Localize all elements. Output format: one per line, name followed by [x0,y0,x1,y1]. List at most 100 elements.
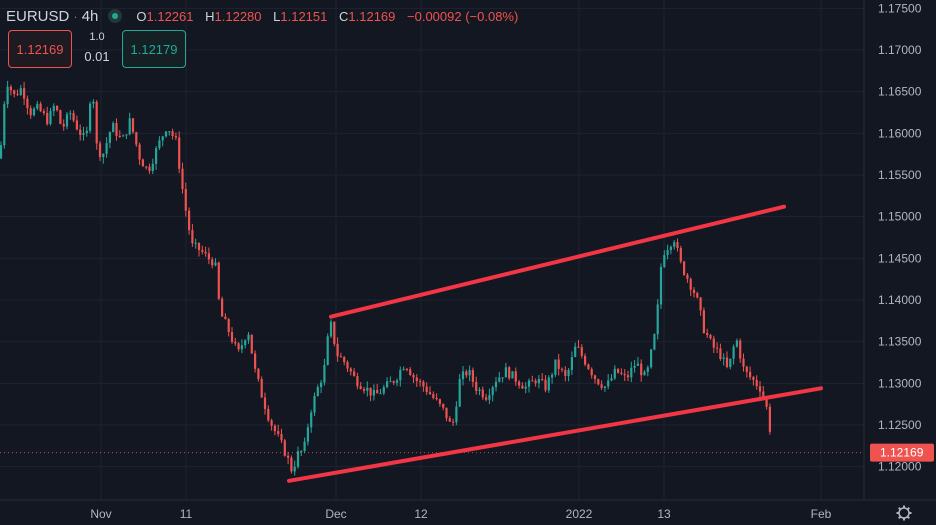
candle-body [765,397,768,407]
candle-body [452,421,455,423]
candle-body [669,246,672,251]
candle-body [72,113,75,121]
candle-body [168,131,171,133]
price-tick-label: 1.14500 [878,251,922,265]
candle-body [336,343,339,357]
trade-panel: 1.12169 1.0 0.01 1.12179 [8,30,186,68]
timeframe-label[interactable]: 4h [81,7,99,25]
candle-body [603,386,606,388]
candle-body [683,261,686,275]
price-tick-label: 1.12500 [878,418,922,432]
candle-body [551,374,554,378]
candle-body [320,382,323,388]
candle-body [0,145,3,159]
candle-body [125,134,128,136]
gear-icon[interactable] [896,505,912,521]
price-tick-label: 1.16500 [878,85,922,99]
candle-body [346,362,349,369]
candle-body [646,367,649,372]
candle-body [755,379,758,387]
order-size: 1.0 0.01 [72,30,122,64]
candle-body [32,108,36,116]
sell-button[interactable]: 1.12169 [8,30,72,68]
candle-body [273,425,276,432]
candle-body [277,431,280,435]
candles [0,80,771,476]
candle-body [435,397,438,400]
candle-body [323,364,326,383]
candle-body [108,132,111,143]
candle-body [13,90,16,95]
candle-body [237,343,240,350]
candle-body [102,153,105,158]
close-key: C [339,8,349,24]
candle-body [428,392,432,395]
candle-body [112,123,115,133]
candle-body [260,378,263,398]
candle-body [204,251,207,254]
candle-body [676,242,679,249]
candle-body [762,391,765,398]
candle-body [386,381,389,388]
candle-body [382,387,385,394]
symbol-name[interactable]: EURUSD [6,7,70,25]
open-key: O [136,8,147,24]
change-value: −0.00092 (−0.08%) [407,8,519,24]
candle-body [607,380,610,387]
candle-body [178,137,181,169]
candle-body [250,334,253,354]
candle-body [270,420,273,426]
candle-body [735,340,738,347]
candle-body [56,105,59,111]
candle-body [521,385,524,389]
candle-body [52,105,55,112]
candle-body [745,366,748,372]
candle-body [369,387,372,396]
legend-separator: · [73,8,78,24]
trendline-upper [329,204,786,319]
high-key: H [205,8,215,24]
open-value: 1.12261 [146,8,194,24]
lot-size[interactable]: 1.0 [89,31,105,43]
candle-body [214,262,217,266]
candle-body [207,253,210,260]
candle-body [524,386,527,389]
candle-body [59,110,62,124]
candle-body [145,166,148,168]
candle-body [227,319,230,333]
candle-body [92,101,95,104]
candle-body [234,341,237,344]
candle-body [287,455,290,458]
candle-body [23,88,26,99]
candle-body [151,163,154,171]
candle-body [191,230,194,244]
candle-body [79,129,82,135]
candle-body [633,365,636,368]
candle-body [141,159,144,167]
candle-body [587,364,590,370]
candle-body [16,94,19,96]
candle-body [19,88,22,95]
buy-button[interactable]: 1.12179 [122,30,186,68]
candle-body [95,101,98,144]
candle-body [686,274,689,279]
close-value: 1.12169 [348,8,396,24]
candle-body [188,210,191,231]
candle-body [455,406,458,423]
candle-body [65,114,69,127]
candle-body [217,262,220,299]
candle-body [415,377,418,382]
candle-body [593,375,597,380]
gear-tooth [897,515,902,520]
candle-body [458,379,461,407]
candle-body [46,112,49,125]
time-tick-label: 13 [657,507,671,521]
candle-body [356,376,359,387]
price-axis-bg [864,0,936,525]
candle-body [161,136,164,141]
candle-body [706,333,709,336]
candle-body [656,304,659,335]
candle-body [491,387,494,396]
